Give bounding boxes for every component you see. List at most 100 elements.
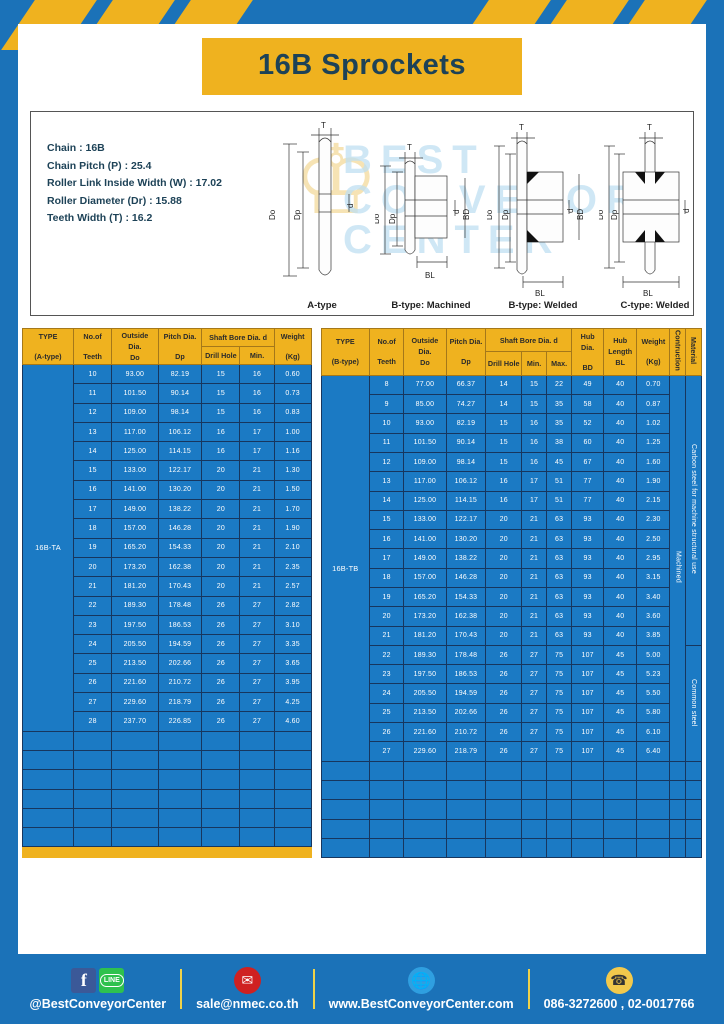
table-cell: 75	[546, 683, 573, 704]
table-cell: 15	[521, 374, 548, 396]
table-cell: 27	[239, 672, 275, 694]
figure-b-type-machined: Do Dp d BD T BL B-type: Machined	[375, 120, 487, 311]
table-cell-empty	[72, 749, 113, 771]
table-cell: 26	[201, 672, 241, 694]
table-cell-empty	[636, 837, 671, 859]
table-cell: 14	[485, 394, 523, 415]
table-cell: 21	[239, 537, 275, 558]
table-cell: 24	[72, 634, 113, 655]
th-type: TYPE (A-type)	[22, 328, 74, 365]
th-teeth-sub: Teeth	[83, 352, 102, 361]
label-t: T	[647, 123, 652, 132]
email-icon[interactable]: ✉	[233, 967, 261, 994]
th-hub-dia: Hub Dia. BD	[571, 328, 605, 376]
table-cell: 221.60	[403, 722, 447, 743]
table-row-empty	[320, 779, 702, 801]
table-row: 16B-TB 8 77.00 66.37 14 15 22 49 40 0.70 Machined C…	[320, 374, 702, 762]
figure-caption: C-type: Welded	[620, 300, 690, 311]
social-icons: f LINE	[71, 967, 125, 994]
facebook-icon[interactable]: f	[71, 968, 97, 993]
table-cell: 26	[485, 741, 523, 762]
table-cell-empty	[22, 730, 74, 751]
table-cell-empty	[485, 779, 523, 801]
table-row-empty	[320, 837, 702, 859]
footer-email[interactable]: ✉ sale@nmec.co.th	[182, 967, 313, 1011]
table-cell-empty	[111, 827, 159, 848]
table-cell: 5.50	[636, 683, 671, 704]
table-cell-empty	[72, 788, 113, 809]
table-cell: 40	[603, 509, 638, 531]
th-weight-main: Weight	[280, 332, 305, 341]
footer-social[interactable]: f LINE @BestConveyorCenter	[16, 967, 181, 1011]
table-cell: 19	[72, 537, 113, 558]
figure-b-type-welded: Do Dp d BD T BL B-type: Welded	[487, 120, 599, 311]
table-cell: 14	[485, 374, 523, 396]
table-cell: 15	[485, 413, 523, 434]
th-hub-length: Hub Length BL	[603, 328, 638, 376]
table-cell: 210.72	[445, 722, 487, 743]
table-cell-empty	[201, 769, 241, 790]
th-od-sub2: Do	[130, 353, 140, 362]
table-cell: 114.15	[157, 441, 203, 462]
spec-roller-dia: Roller Diameter (Dr) : 15.88	[47, 194, 182, 207]
table-cell: 197.50	[403, 664, 447, 685]
table-cell: 162.38	[157, 556, 203, 578]
table-cell: 229.60	[111, 692, 159, 713]
material-value: Carbon steel for machine structural use	[690, 444, 698, 575]
table-cell: 21	[521, 586, 548, 608]
table-cell: 27	[239, 614, 275, 636]
table-cell: 45	[603, 664, 638, 685]
footer-website[interactable]: 🌐 www.BestConveyorCenter.com	[315, 967, 528, 1011]
table-cell-empty	[603, 779, 638, 801]
type-label-cell: 16B-TA	[22, 364, 74, 732]
table-cell: 21	[521, 509, 548, 531]
table-cell: 5.23	[636, 664, 671, 685]
label-t: T	[321, 121, 326, 130]
table-cell: 26	[201, 595, 241, 616]
table-cell: 27	[239, 595, 275, 616]
table-cell-empty	[368, 818, 405, 839]
table-cell-empty	[111, 730, 159, 751]
table-cell: 16	[485, 490, 523, 511]
th-type-main: TYPE	[335, 337, 355, 347]
table-a-body: 16B-TA 10 93.00 82.19 15 16 0.60 11 101.50 90.14 1…	[22, 363, 312, 848]
table-a-head: TYPE (A-type) No.of Teeth Outside Dia. D…	[22, 328, 312, 365]
globe-icon[interactable]: 🌐	[407, 967, 435, 994]
table-cell: 109.00	[403, 451, 447, 473]
table-b-body: 16B-TB 8 77.00 66.37 14 15 22 49 40 0.70 Machined C…	[320, 374, 702, 859]
table-cell: 117.00	[403, 471, 447, 492]
table-cell: 106.12	[445, 471, 487, 492]
table-cell: 4.60	[273, 711, 312, 732]
table-cell-empty	[273, 788, 312, 809]
table-row: 20 173.20 162.38 20 21 63 93 40 3.60	[321, 606, 701, 627]
table-cell: 15	[485, 451, 523, 473]
table-cell: 40	[603, 586, 638, 608]
table-row: 27 229.60 218.79 26 27 75 107 45 6.40	[321, 741, 701, 762]
th-pitch-dia: Pitch Dia. Dp	[445, 328, 487, 376]
table-cell: 77	[571, 490, 605, 511]
table-cell: 40	[603, 432, 638, 453]
line-icon[interactable]: LINE	[99, 968, 125, 993]
table-cell: 40	[603, 490, 638, 511]
table-cell: 122.17	[157, 460, 203, 481]
th-pd-sub: Dp	[461, 357, 471, 367]
table-cell-empty	[273, 827, 312, 848]
bull-watermark-icon: ♔	[293, 127, 380, 234]
table-cell-empty	[521, 779, 548, 801]
table-row: 22 189.30 178.48 26 27 2.82	[23, 595, 312, 616]
table-cell-empty	[521, 799, 548, 820]
table-cell-empty	[403, 837, 447, 859]
phone-icon[interactable]: ☎	[605, 967, 633, 994]
table-cell-empty	[157, 769, 203, 790]
footer-phone[interactable]: ☎ 086-3272600 , 02-0017766	[530, 967, 709, 1011]
table-cell: 45	[603, 683, 638, 704]
table-cell-empty	[546, 779, 573, 801]
table-cell: 138.22	[157, 499, 203, 520]
figure-a-type: Do Dp d T A-type	[267, 120, 377, 311]
table-cell: 20	[485, 548, 523, 569]
th-pd-main: Pitch Dia.	[449, 337, 483, 347]
email-icon-wrap: ✉	[233, 967, 261, 994]
table-cell-empty	[546, 837, 573, 859]
table-cell: 21	[239, 518, 275, 539]
figure-caption: B-type: Welded	[508, 300, 578, 311]
